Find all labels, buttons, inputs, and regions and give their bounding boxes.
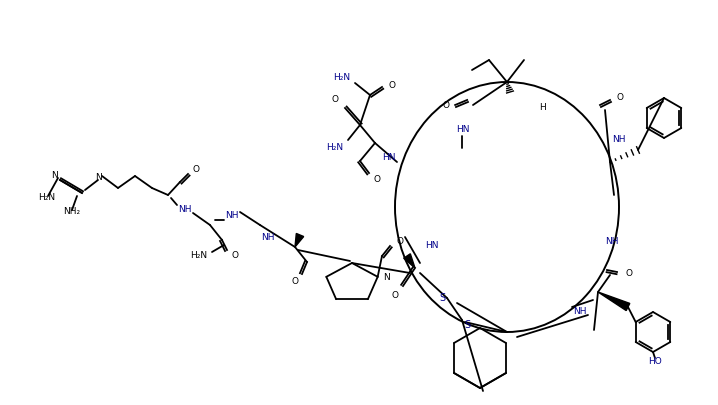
Text: O: O — [617, 92, 623, 102]
Polygon shape — [404, 254, 415, 268]
Text: N: N — [52, 171, 58, 179]
Text: NH: NH — [612, 136, 626, 145]
Text: H₂N: H₂N — [38, 194, 55, 202]
Text: N: N — [95, 173, 101, 183]
Text: N: N — [383, 273, 391, 281]
Polygon shape — [598, 292, 630, 311]
Text: NH: NH — [605, 237, 619, 247]
Text: H₂N: H₂N — [333, 72, 350, 81]
Text: H: H — [540, 104, 546, 113]
Text: O: O — [391, 292, 398, 301]
Text: O: O — [231, 252, 238, 260]
Text: H₂N: H₂N — [190, 251, 207, 260]
Text: NH: NH — [225, 211, 239, 220]
Text: S: S — [439, 293, 445, 303]
Polygon shape — [295, 233, 304, 247]
Text: NH: NH — [261, 232, 275, 241]
Text: O: O — [396, 237, 404, 247]
Text: NH: NH — [178, 205, 192, 215]
Text: H₂N: H₂N — [327, 143, 343, 151]
Text: O: O — [388, 81, 396, 90]
Text: HN: HN — [425, 241, 439, 249]
Text: NH₂: NH₂ — [63, 207, 80, 217]
Text: O: O — [373, 175, 381, 183]
Text: HN: HN — [456, 126, 470, 134]
Text: O: O — [332, 96, 338, 104]
Text: O: O — [192, 166, 200, 175]
Text: NH: NH — [573, 307, 587, 316]
Text: O: O — [625, 269, 633, 279]
Text: HO: HO — [648, 358, 662, 367]
Text: HN: HN — [382, 153, 396, 162]
Text: O: O — [442, 100, 449, 109]
Text: O: O — [292, 277, 299, 286]
Text: S: S — [464, 320, 470, 330]
